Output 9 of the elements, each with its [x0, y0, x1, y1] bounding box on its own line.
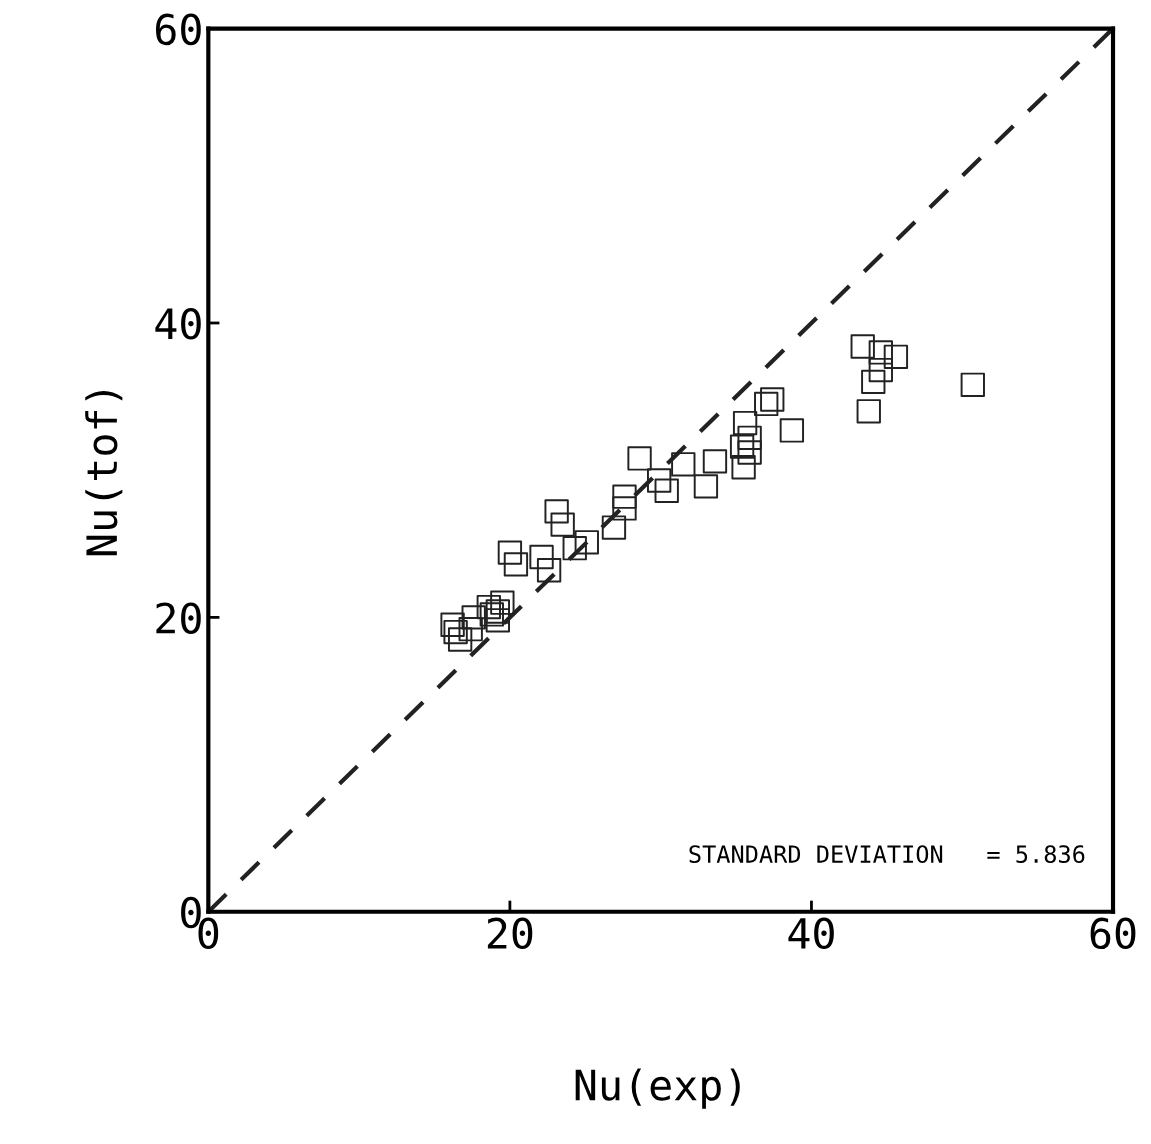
annotation: STANDARD DEVIATION = 5.836: [689, 845, 1085, 864]
y-tick-label: 40: [155, 308, 201, 340]
y-axis-title: Nu(tof): [85, 391, 123, 556]
x-tick-label: 60: [1090, 917, 1136, 950]
y-tick-label: 60: [156, 13, 201, 46]
x-tick-label: 20: [487, 917, 533, 950]
x-tick-label: 40: [788, 917, 834, 950]
y-tick-label: 20: [156, 602, 201, 634]
x-axis-title: Nu(exp): [575, 1068, 740, 1109]
